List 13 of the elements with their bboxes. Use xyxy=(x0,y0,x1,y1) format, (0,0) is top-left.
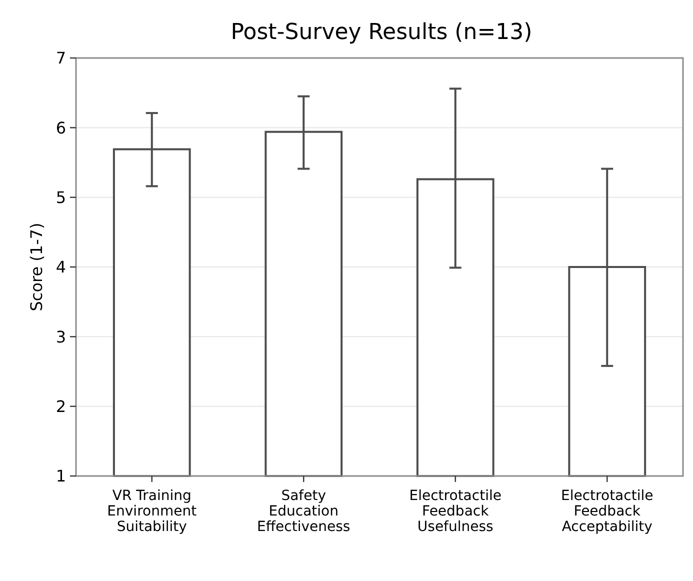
y-tick-label: 1 xyxy=(56,466,66,486)
x-tick-label: Electrotactile Feedback Acceptability xyxy=(561,488,654,535)
y-tick-label: 3 xyxy=(56,327,66,346)
x-tick-label: Electrotactile Feedback Usefulness xyxy=(409,488,502,535)
x-tick-label: Safety Education Effectiveness xyxy=(257,488,350,535)
y-tick-label: 4 xyxy=(56,258,66,277)
y-tick-label: 7 xyxy=(56,48,66,68)
y-tick-label: 2 xyxy=(56,396,66,416)
y-tick-label: 6 xyxy=(56,118,66,138)
y-tick-label: 5 xyxy=(56,188,66,207)
y-axis-title: Score (1-7) xyxy=(27,222,46,312)
chart-title: Post-Survey Results (n=13) xyxy=(230,20,532,45)
x-tick-label: VR Training Environment Suitability xyxy=(107,488,198,535)
